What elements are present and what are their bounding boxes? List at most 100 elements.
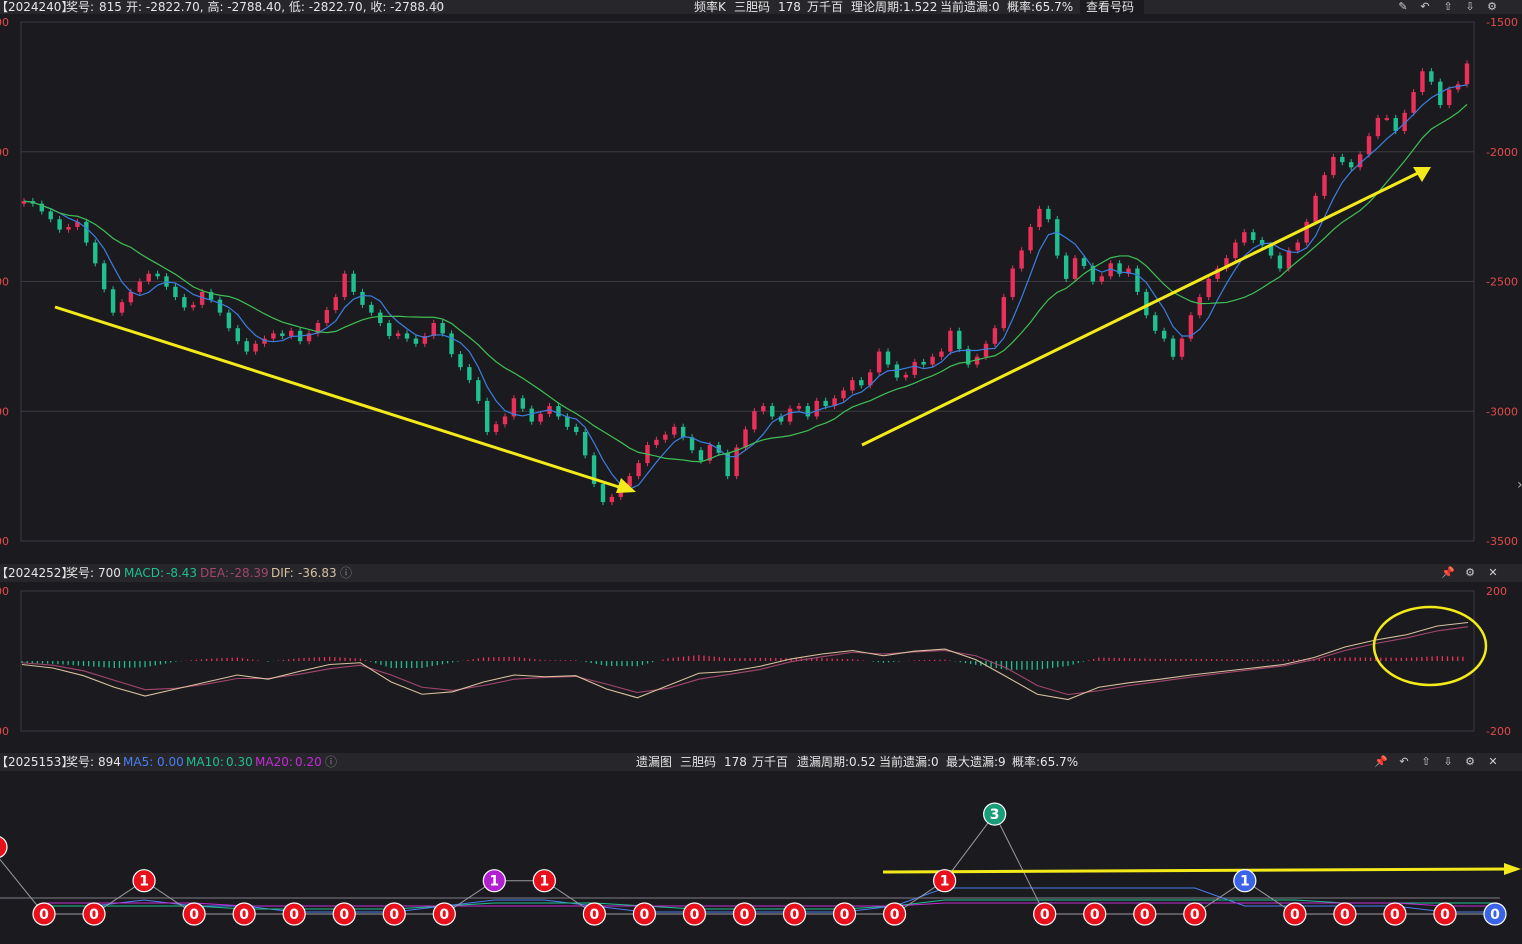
kline-chart: -1500 -2000 -2500 -3000 -3500 500 000 500 000 50… [0,16,1522,548]
candle-body [413,338,419,344]
kline-tab-2[interactable]: 三胆码 [734,0,771,14]
kline-tab-5[interactable]: 理论周期:1.522 [851,0,938,14]
candle-body [1046,208,1051,220]
macd-settings-icon[interactable]: ⚙ [1465,566,1475,579]
candle-body [725,452,730,477]
candle-body [796,406,802,409]
candle-body [654,439,659,445]
miss-dot-label: 0 [590,907,600,923]
miss-tab-8[interactable]: 概率:65.7% [1012,755,1079,769]
candle-body [369,304,374,313]
candle-body [110,289,116,313]
miss-trend-line [882,867,1509,874]
dea-value: -28.39 [230,566,269,580]
candle-body [707,444,713,461]
miss-dot [232,902,256,926]
candle-body [1144,291,1149,316]
kline-y-tick-right: -3000 [1486,405,1518,418]
miss-tab-7[interactable]: 最大遗漏:9 [946,755,1006,769]
miss-dot [432,902,456,926]
candle-body [1153,315,1158,331]
miss-dot [782,902,807,926]
candle-body [850,380,855,391]
kline-tab-6[interactable]: 当前遗漏:0 [940,0,1000,14]
miss-tab-6[interactable]: 当前遗漏:0 [879,755,939,769]
miss-tab-2[interactable]: 三胆码 [680,755,717,769]
miss-help-icon[interactable]: ⓘ [325,755,338,769]
miss-pane[interactable]: 0 0 1 0 0 0 0 0 0 1 1 0 0 0 0 0 0 0 1 3 0 0 0 0 1 0 0 0 0 0 [0,771,1522,944]
macd-close-icon[interactable]: ✕ [1488,566,1498,579]
candle-body [894,364,900,378]
candle-body [306,333,312,342]
miss-dot-label: 1 [940,874,950,890]
kline-y-tick-right: -1500 [1486,16,1518,29]
miss-back-icon[interactable]: ↶ [1399,755,1409,768]
candle-body [128,291,134,303]
miss-chart: 0 0 1 0 0 0 0 0 0 1 1 0 0 0 0 0 0 0 1 3 0 0 0 0 1 0 0 0 0 0 [0,802,1521,926]
candle-body [342,273,347,298]
miss-down-icon[interactable]: ⇩ [1443,755,1453,768]
candle-body [1322,175,1327,196]
macd-pin-icon[interactable]: 📌 [1441,566,1455,579]
candle-body [582,432,588,456]
kline-tab-7[interactable]: 概率:65.7% [1007,0,1074,14]
kline-check-button[interactable]: 查看号码 [1080,0,1145,14]
kline-down-icon[interactable]: ⇩ [1465,0,1475,13]
miss-dot [1333,902,1357,926]
candle-body [502,416,508,425]
miss-dot-label: 0 [1390,907,1400,923]
miss-up-icon[interactable]: ⇧ [1421,755,1431,768]
miss-dot [1133,902,1157,926]
miss-tab-3[interactable]: 178 [724,755,747,769]
miss-dot [1233,869,1257,893]
candle-body [832,398,837,407]
kline-pane[interactable]: -1500 -2000 -2500 -3000 -3500 500 000 500 000 50… [0,14,1522,551]
kline-issue: 【2024240】 [0,0,74,14]
candle-body [1313,195,1318,222]
miss-pin-icon[interactable]: 📌 [1374,755,1388,768]
miss-dot-label: 0 [840,907,850,923]
miss-close-icon[interactable]: ✕ [1488,755,1498,768]
kline-tab-3[interactable]: 178 [778,0,801,14]
candle-body [1010,268,1015,298]
kline-edit-icon[interactable]: ✎ [1398,0,1408,13]
candle-body [458,354,463,368]
kline-tab-1[interactable]: 频率K [694,0,726,14]
miss-dot [332,902,356,926]
candle-body [324,310,330,324]
candle-body [930,356,935,365]
miss-tab-5[interactable]: 遗漏周期:0.52 [797,755,876,769]
collapse-chevron-icon[interactable]: › [1517,477,1522,493]
candle-body [1126,268,1131,274]
candle-body [57,219,62,230]
macd-pane[interactable]: 200 200 -200 200 [0,582,1522,740]
kline-help-icon[interactable]: ⓘ [430,0,443,14]
miss-dot-label: 0 [389,907,399,923]
candle-body [841,390,846,399]
miss-dot-label: 0 [1140,907,1150,923]
kline-up-icon[interactable]: ⇧ [1443,0,1453,13]
candle-body [912,361,917,375]
candle-body [271,333,276,339]
candle-body [244,341,249,352]
miss-header: 【2025153】 奖号: 894 MA5: 0.00 MA10: 0.30 M… [0,753,1522,771]
miss-dot-label: 1 [1240,874,1250,890]
miss-settings-icon[interactable]: ⚙ [1465,755,1475,768]
macd-help-icon[interactable]: ⓘ [340,566,353,580]
candle-body [885,351,891,365]
candle-body [876,351,882,373]
kline-settings-icon[interactable]: ⚙ [1487,0,1497,13]
candle-body [21,201,27,204]
miss-tab-4[interactable]: 万千百 [752,755,789,769]
candle-body [983,343,989,357]
kline-back-icon[interactable]: ↶ [1420,0,1430,13]
macd-header: 【2024252】 奖号: 700 MACD: -8.43 DEA: -28.3… [0,564,1522,582]
candle-body [538,413,543,422]
candle-body [663,434,668,440]
candle-body [484,400,490,433]
macd-award: 700 [98,566,121,580]
miss-award-label: 奖号: [66,755,95,769]
kline-header: 【2024240】 奖号: 815 开: -2822.70, 高: -2788.… [0,0,1522,14]
miss-tab-1[interactable]: 遗漏图 [636,755,673,769]
kline-tab-4[interactable]: 万千百 [807,0,844,14]
